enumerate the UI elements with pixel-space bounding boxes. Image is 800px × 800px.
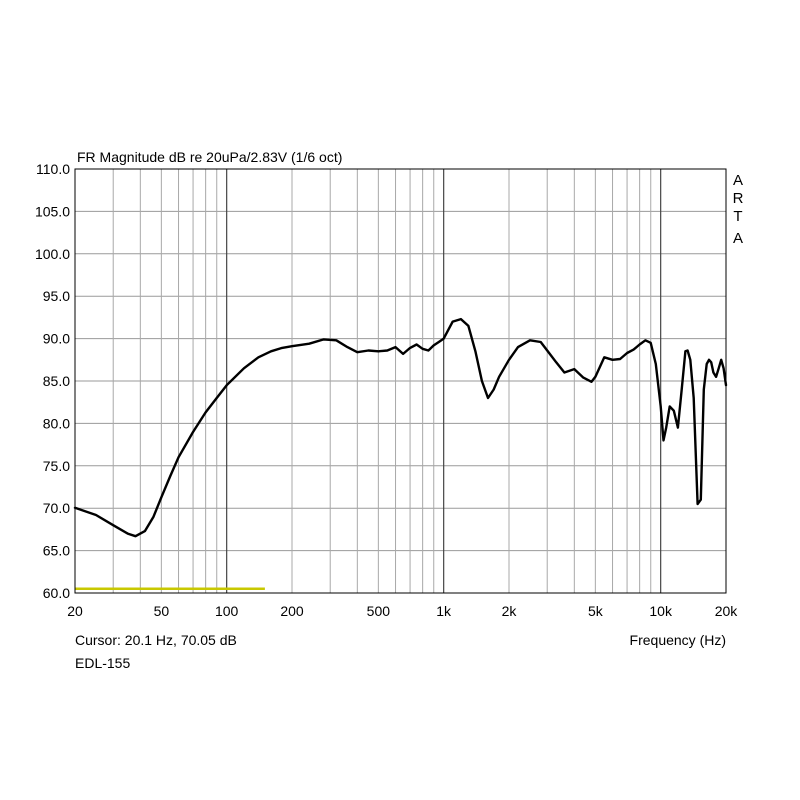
series-line (73, 317, 728, 538)
cursor-readout: Cursor: 20.1 Hz, 70.05 dB (75, 632, 237, 648)
y-tick-label: 100.0 (35, 246, 70, 262)
grid (75, 169, 726, 593)
x-tick-label: 5k (588, 603, 604, 619)
x-tick-label: 50 (154, 603, 170, 619)
brand-letter-1: A (733, 172, 743, 189)
y-tick-label: 70.0 (43, 500, 70, 516)
brand-letter-3: T (733, 208, 742, 225)
x-axis-label: Frequency (Hz) (630, 632, 726, 648)
y-tick-label: 60.0 (43, 585, 70, 601)
brand-letter-2: R (733, 190, 744, 207)
x-tick-label: 100 (215, 603, 239, 619)
x-tick-label: 500 (367, 603, 391, 619)
chart-title: FR Magnitude dB re 20uPa/2.83V (1/6 oct) (77, 149, 342, 165)
x-tick-label: 1k (436, 603, 452, 619)
brand-letter-4: A (733, 230, 743, 247)
y-tick-label: 80.0 (43, 415, 70, 431)
y-tick-label: 75.0 (43, 458, 70, 474)
x-tick-label: 10k (649, 603, 673, 619)
y-tick-label: 90.0 (43, 331, 70, 347)
x-tick-label: 20k (715, 603, 739, 619)
y-tick-labels: 60.0 65.0 70.0 75.0 80.0 85.0 90.0 95.0 100.0 105… (35, 161, 70, 601)
x-tick-label: 20 (67, 603, 83, 619)
y-tick-label: 65.0 (43, 543, 70, 559)
y-tick-label: 85.0 (43, 373, 70, 389)
y-tick-label: 105.0 (35, 203, 70, 219)
caption-label: EDL-155 (75, 655, 130, 671)
plot-frame (74, 168, 727, 594)
y-tick-label: 95.0 (43, 288, 70, 304)
x-tick-label: 200 (280, 603, 304, 619)
series-layer (73, 317, 728, 538)
y-tick-label: 110.0 (36, 161, 70, 177)
x-tick-label: 2k (502, 603, 518, 619)
x-tick-labels: 20 50 100 200 500 1k 2k 5k 10k 20k (67, 603, 738, 619)
